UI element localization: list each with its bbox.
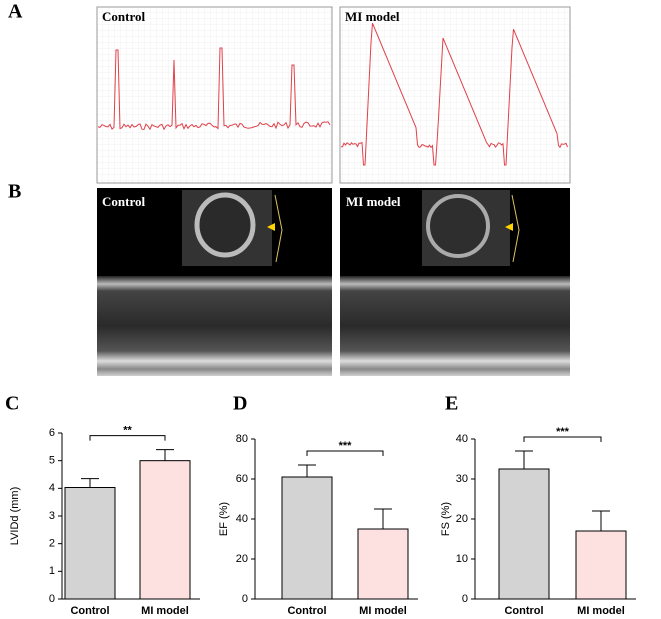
ecg-panel: [339, 6, 571, 184]
panel-label: MI model: [345, 9, 400, 24]
panel-label: Control: [102, 9, 145, 24]
y-tick-label: 0: [242, 593, 248, 605]
y-tick-label: 20: [236, 553, 248, 565]
significance: ***: [556, 426, 570, 438]
y-tick-label: 20: [456, 513, 468, 525]
error-bar: [81, 478, 99, 488]
y-tick-label: 2: [49, 538, 55, 550]
significance-bracket: [89, 435, 166, 441]
bar: [498, 468, 550, 600]
y-tick-label: 80: [236, 433, 248, 445]
y-axis-label: LVIDd (mm): [9, 487, 21, 545]
error-bar: [156, 449, 174, 461]
y-axis-label: EF (%): [218, 502, 230, 536]
y-axis-label: FS (%): [440, 502, 452, 536]
bar: [575, 530, 627, 600]
significance-bracket: [306, 450, 384, 456]
ultrasound: [97, 188, 570, 376]
y-tick-label: 6: [49, 427, 55, 439]
panel-letter: C: [5, 393, 19, 415]
error-bar: [374, 508, 392, 529]
y-tick-label: 4: [49, 482, 55, 494]
bar: [64, 487, 116, 600]
y-tick-label: 10: [456, 553, 468, 565]
significance: **: [123, 425, 132, 437]
x-tick-label: Control: [504, 605, 543, 617]
bar: [281, 476, 333, 600]
panel-letter: E: [445, 393, 458, 415]
y-tick-label: 5: [49, 455, 55, 467]
y-tick-label: 30: [456, 473, 468, 485]
x-tick-label: Control: [287, 605, 326, 617]
bar: [139, 460, 191, 600]
panel-letter: D: [233, 393, 247, 415]
x-tick-label: Control: [70, 605, 109, 617]
bar: [357, 528, 409, 600]
x-tick-label: MI model: [141, 605, 189, 617]
error-bar: [515, 450, 533, 469]
ecg-panel: [96, 6, 333, 184]
panel-label: MI model: [346, 194, 401, 209]
panel-letter: B: [8, 181, 21, 203]
error-bar: [298, 464, 316, 477]
panel-label: Control: [102, 194, 145, 209]
ecg-trace: [97, 47, 331, 131]
x-tick-label: MI model: [577, 605, 625, 617]
panel-letter: A: [8, 1, 23, 23]
error-bar: [592, 510, 610, 531]
y-tick-label: 0: [462, 593, 468, 605]
ecg-trace: [341, 23, 568, 166]
y-tick-label: 40: [236, 513, 248, 525]
y-tick-label: 60: [236, 473, 248, 485]
y-tick-label: 0: [49, 593, 55, 605]
y-tick-label: 40: [456, 433, 468, 445]
x-tick-label: MI model: [359, 605, 407, 617]
significance-bracket: [523, 436, 602, 442]
significance: ***: [339, 440, 353, 452]
y-tick-label: 3: [49, 510, 55, 522]
y-tick-label: 1: [49, 565, 55, 577]
